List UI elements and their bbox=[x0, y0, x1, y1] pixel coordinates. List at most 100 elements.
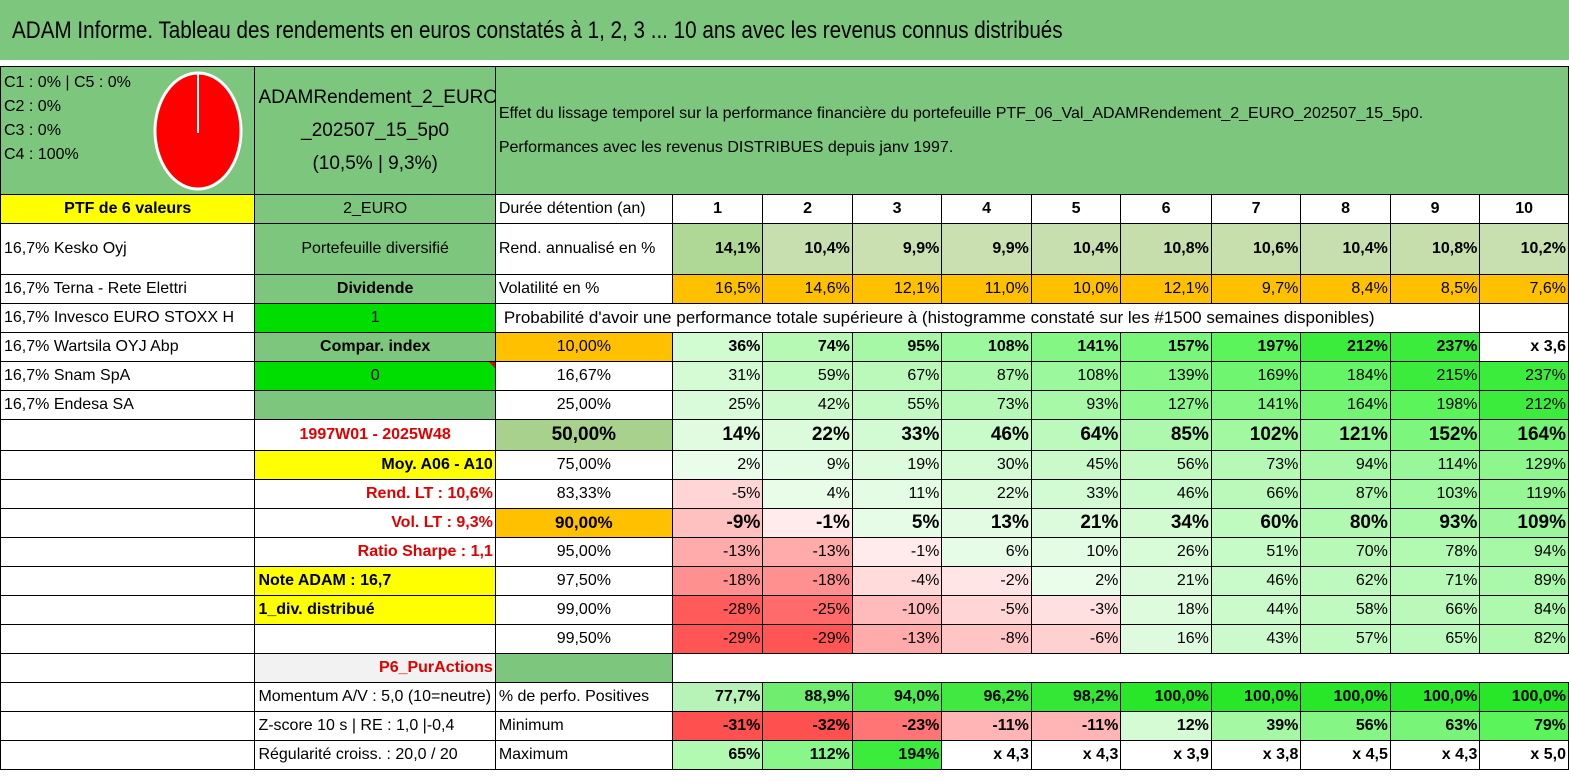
pos-cell: 100,0% bbox=[1120, 682, 1212, 712]
vol-cell: 12,1% bbox=[1120, 274, 1212, 304]
quantile-cell: 87% bbox=[1300, 479, 1391, 509]
max-cell: x 4,3 bbox=[1030, 740, 1122, 770]
min-label: Minimum bbox=[494, 711, 673, 741]
quantile-cell: 66% bbox=[1389, 595, 1481, 625]
quantile-cell: 102% bbox=[1210, 419, 1302, 451]
quantile-label: 10,00% bbox=[494, 332, 673, 362]
holding-item: 16,7% Invesco EURO STOXX H bbox=[0, 303, 256, 333]
vol-cell: 12,1% bbox=[851, 274, 943, 304]
quantile-cell: 108% bbox=[941, 332, 1032, 362]
diversified-label: Portefeuille diversifié bbox=[254, 223, 496, 275]
quantile-cell: 9% bbox=[762, 450, 853, 480]
moy-label: Moy. A06 - A10 bbox=[254, 450, 496, 480]
quantile-cell: -5% bbox=[941, 595, 1032, 625]
rend-cell: 9,9% bbox=[851, 223, 943, 275]
dividend-label: Dividende bbox=[254, 274, 496, 304]
max-cell: x 3,9 bbox=[1120, 740, 1212, 770]
quantile-cell: 22% bbox=[941, 479, 1032, 509]
empty-cell bbox=[0, 450, 256, 480]
quantile-cell: 11% bbox=[851, 479, 943, 509]
quantile-cell: 5% bbox=[851, 508, 943, 538]
quantile-cell: 94% bbox=[1479, 537, 1569, 567]
quantile-cell: 215% bbox=[1389, 361, 1481, 391]
quantile-cell: 129% bbox=[1479, 450, 1569, 480]
zscore-label: Z-score 10 s | RE : 1,0 |-0,4 bbox=[254, 711, 496, 741]
legend-item: C1 : 0% | C5 : 0% bbox=[4, 74, 131, 91]
vol-cell: 9,7% bbox=[1210, 274, 1302, 304]
min-cell: 39% bbox=[1210, 711, 1302, 741]
empty-cell bbox=[0, 711, 256, 741]
quantile-cell: x 3,6 bbox=[1479, 332, 1569, 362]
quantile-cell: 59% bbox=[762, 361, 853, 391]
quantile-cell: 184% bbox=[1300, 361, 1391, 391]
quantile-label: 50,00% bbox=[494, 419, 673, 451]
quantile-cell: 198% bbox=[1389, 390, 1481, 420]
quantile-cell: -3% bbox=[1030, 595, 1122, 625]
quantile-cell: 33% bbox=[851, 419, 943, 451]
quantile-cell: -10% bbox=[851, 595, 943, 625]
year-header: 8 bbox=[1300, 194, 1391, 224]
quantile-cell: -13% bbox=[671, 537, 764, 567]
quantile-cell: 64% bbox=[1030, 419, 1122, 451]
rend-cell: 10,8% bbox=[1389, 223, 1481, 275]
rend-label: Rend. annualisé en % bbox=[494, 223, 673, 275]
quantile-cell: 70% bbox=[1300, 537, 1391, 567]
quantile-label: 25,00% bbox=[494, 390, 673, 420]
vol-label: Volatilité en % bbox=[494, 274, 673, 304]
rend-cell: 14,1% bbox=[671, 223, 764, 275]
min-cell: -23% bbox=[851, 711, 943, 741]
min-cell: -11% bbox=[941, 711, 1032, 741]
holding-item: 16,7% Terna - Rete Elettri bbox=[0, 274, 256, 304]
quantile-cell: 103% bbox=[1389, 479, 1481, 509]
quantile-cell: -13% bbox=[762, 537, 853, 567]
min-cell: -31% bbox=[671, 711, 764, 741]
holding-item: 16,7% Endesa SA bbox=[0, 390, 256, 420]
quantile-cell: 212% bbox=[1300, 332, 1391, 362]
quantile-cell: 85% bbox=[1120, 419, 1212, 451]
quantile-cell: 34% bbox=[1120, 508, 1212, 538]
quantile-cell: -6% bbox=[1030, 624, 1122, 654]
quantile-cell: 89% bbox=[1479, 566, 1569, 596]
quantile-cell: -28% bbox=[671, 595, 764, 625]
quantile-cell: 157% bbox=[1120, 332, 1212, 362]
empty-cell bbox=[0, 566, 256, 596]
holding-item: 16,7% Snam SpA bbox=[0, 361, 256, 391]
quantile-cell: 141% bbox=[1030, 332, 1122, 362]
empty-cell bbox=[254, 624, 496, 654]
quantile-cell: -25% bbox=[762, 595, 853, 625]
rend-cell: 10,8% bbox=[1120, 223, 1212, 275]
quantile-cell: 119% bbox=[1479, 479, 1569, 509]
quantile-cell: 13% bbox=[941, 508, 1032, 538]
quantile-cell: 62% bbox=[1300, 566, 1391, 596]
holding-item: 16,7% Wartsila OYJ Abp bbox=[0, 332, 256, 362]
quantile-cell: 82% bbox=[1479, 624, 1569, 654]
quantile-cell: 141% bbox=[1210, 390, 1302, 420]
ptf-title: PTF de 6 valeurs bbox=[0, 194, 256, 224]
quantile-cell: 25% bbox=[671, 390, 764, 420]
max-cell: 65% bbox=[671, 740, 764, 770]
quantile-cell: 10% bbox=[1030, 537, 1122, 567]
compar-label: Compar. index bbox=[254, 332, 496, 362]
pos-cell: 96,2% bbox=[941, 682, 1032, 712]
quantile-cell: 19% bbox=[851, 450, 943, 480]
currency-label: 2_EURO bbox=[254, 194, 496, 224]
min-cell: 79% bbox=[1479, 711, 1569, 741]
fund-name-suffix: _202507_15_5p0 bbox=[301, 120, 450, 141]
quantile-cell: 67% bbox=[851, 361, 943, 391]
rend-cell: 10,4% bbox=[1030, 223, 1122, 275]
empty-cell bbox=[0, 537, 256, 567]
rend-cell: 10,2% bbox=[1479, 223, 1569, 275]
quantile-cell: 197% bbox=[1210, 332, 1302, 362]
div-label: 1_div. distribué bbox=[254, 595, 496, 625]
rend-lt-label: Rend. LT : 10,6% bbox=[254, 479, 496, 509]
quantile-cell: 121% bbox=[1300, 419, 1391, 451]
min-cell: -32% bbox=[762, 711, 853, 741]
pos-cell: 77,7% bbox=[671, 682, 764, 712]
quantile-cell: -4% bbox=[851, 566, 943, 596]
empty-cell bbox=[0, 479, 256, 509]
quantile-cell: 65% bbox=[1389, 624, 1481, 654]
quantile-cell: 93% bbox=[1389, 508, 1481, 538]
quantile-cell: 51% bbox=[1210, 537, 1302, 567]
max-cell: 112% bbox=[762, 740, 853, 770]
quantile-cell: -1% bbox=[851, 537, 943, 567]
